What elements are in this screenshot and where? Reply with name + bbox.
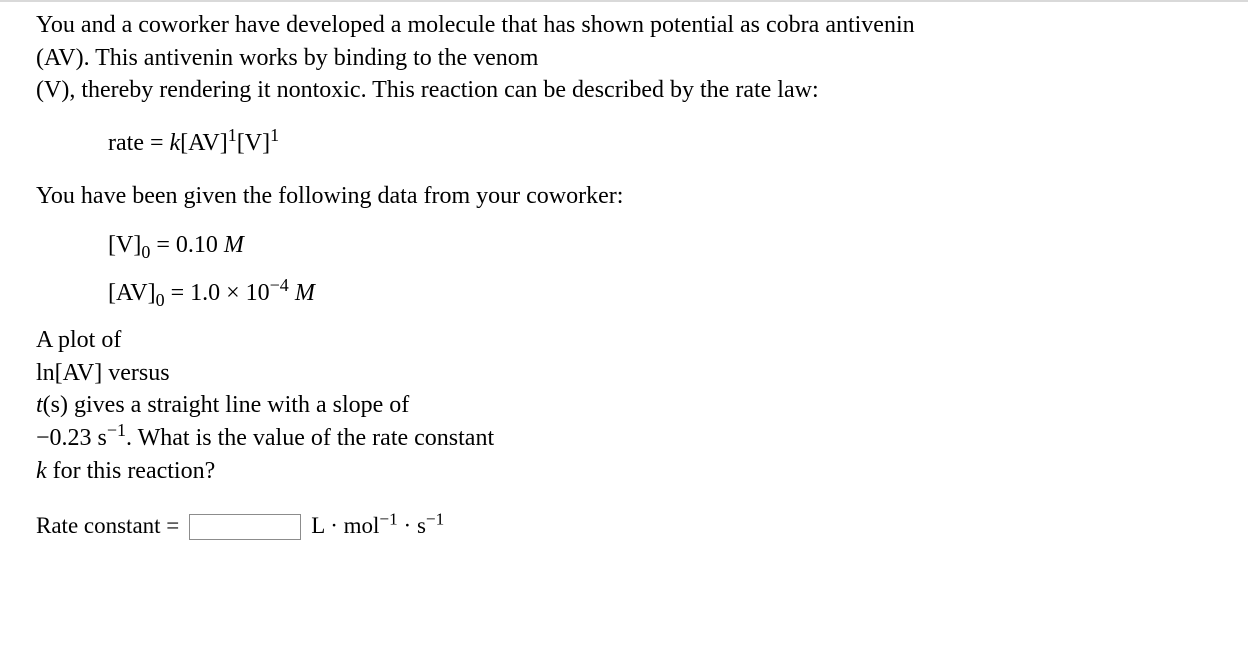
answer-label: Rate constant =	[36, 511, 179, 540]
units-exp1: −1	[379, 509, 397, 528]
rate-lhs: rate	[108, 130, 144, 156]
intro-line2: (AV). This antivenin works by binding to…	[36, 43, 1212, 74]
rate-k: k	[170, 130, 181, 156]
plot-t: t	[36, 392, 43, 418]
intro-line3-rest: , thereby rendering it nontoxic. This re…	[69, 77, 818, 103]
rate-exp2: 1	[270, 125, 279, 145]
rate-av: AV	[188, 130, 220, 156]
plot-line3-rest: gives a straight line with a slope of	[68, 392, 409, 418]
intro-line2-rest: . This antivenin works by binding to the…	[84, 45, 539, 71]
units-prefix: L · mol	[311, 513, 379, 538]
intro-line1: You and a coworker have developed a mole…	[36, 10, 1212, 41]
units-mid: · s	[398, 513, 426, 538]
v0-sub: 0	[141, 241, 150, 261]
plot-av-sym: AV	[63, 360, 95, 386]
av0-sym: AV	[116, 280, 148, 306]
v0-val: = 0.10	[150, 232, 224, 258]
data-intro: You have been given the following data f…	[36, 181, 1212, 212]
slope-exp: −1	[107, 420, 126, 440]
plot-versus: versus	[102, 360, 169, 386]
answer-row: Rate constant = L · mol−1 · s−1	[36, 511, 1212, 541]
av0-sub: 0	[156, 290, 165, 310]
av-abbrev: (AV)	[36, 45, 84, 71]
plot-line1: A plot of	[36, 325, 1212, 356]
plot-line5-rest: for this reaction?	[47, 458, 216, 484]
v-abbrev: (V)	[36, 77, 69, 103]
v0-equation: [V]0 = 0.10 M	[108, 230, 1212, 261]
plot-line4-rest: . What is the value of the rate constant	[126, 425, 494, 451]
av0-equation: [AV]0 = 1.0 × 10−4 M	[108, 278, 1212, 309]
units-exp2: −1	[426, 509, 444, 528]
rate-law-equation: rate = k[AV]1[V]1	[108, 128, 1212, 159]
v0-unit: M	[224, 232, 244, 258]
equals: =	[144, 130, 170, 156]
av0-unit: M	[295, 280, 315, 306]
rate-exp1: 1	[228, 125, 237, 145]
av0-exp: −4	[270, 275, 289, 295]
plot-line5: k for this reaction?	[36, 456, 1212, 487]
problem-page: You and a coworker have developed a mole…	[0, 0, 1248, 540]
plot-line3: t(s) gives a straight line with a slope …	[36, 390, 1212, 421]
v0-sym: V	[116, 232, 133, 258]
plot-k: k	[36, 458, 47, 484]
rate-v: V	[245, 130, 262, 156]
plot-t-paren: (s)	[43, 392, 68, 418]
intro-line3: (V), thereby rendering it nontoxic. This…	[36, 75, 1212, 106]
av0-val-prefix: = 1.0 × 10	[165, 280, 270, 306]
plot-line2: ln[AV] versus	[36, 358, 1212, 389]
answer-units: L · mol−1 · s−1	[311, 511, 444, 540]
slope-value: −0.23 s	[36, 425, 107, 451]
plot-ln: ln	[36, 360, 55, 386]
plot-line4: −0.23 s−1. What is the value of the rate…	[36, 423, 1212, 454]
rate-constant-input[interactable]	[189, 514, 301, 540]
